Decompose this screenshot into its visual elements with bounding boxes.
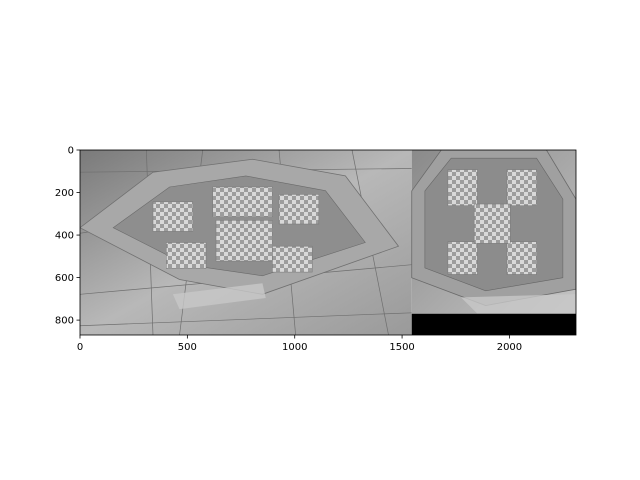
right-mosaic-block <box>447 169 478 206</box>
right-mosaic-block <box>447 241 478 275</box>
x-tick-label: 1000 <box>282 342 307 353</box>
image-layer <box>80 150 576 335</box>
right-mosaic-block <box>506 241 537 275</box>
y-tick-label: 800 <box>55 316 74 327</box>
y-tick-label: 0 <box>68 146 74 157</box>
mosaic-block <box>152 201 194 232</box>
x-tick-label: 1500 <box>389 342 414 353</box>
right-mosaic-block <box>473 203 511 244</box>
y-tick-label: 600 <box>55 273 74 284</box>
right-photo <box>411 150 576 314</box>
floor-grout-line <box>80 312 412 327</box>
mosaic-block <box>166 242 207 269</box>
y-tick-label: 400 <box>55 231 74 242</box>
x-tick-label: 2000 <box>497 342 522 353</box>
x-axis: 0 500 1000 1500 2000 <box>77 335 522 353</box>
mosaic-block <box>272 245 313 273</box>
y-axis: 0 200 400 600 800 <box>55 146 80 327</box>
padding-region <box>411 313 576 335</box>
x-tick-label: 500 <box>178 342 197 353</box>
x-tick-label: 0 <box>77 342 83 353</box>
mosaic-block <box>278 194 320 225</box>
mosaic-block <box>215 220 273 262</box>
right-mosaic-block <box>506 169 537 206</box>
right-floor-band <box>461 294 576 314</box>
left-photo <box>80 150 412 335</box>
floor-band <box>172 283 266 310</box>
y-tick-label: 200 <box>55 188 74 199</box>
axes-frame <box>79 149 577 336</box>
mosaic-block <box>212 186 273 217</box>
